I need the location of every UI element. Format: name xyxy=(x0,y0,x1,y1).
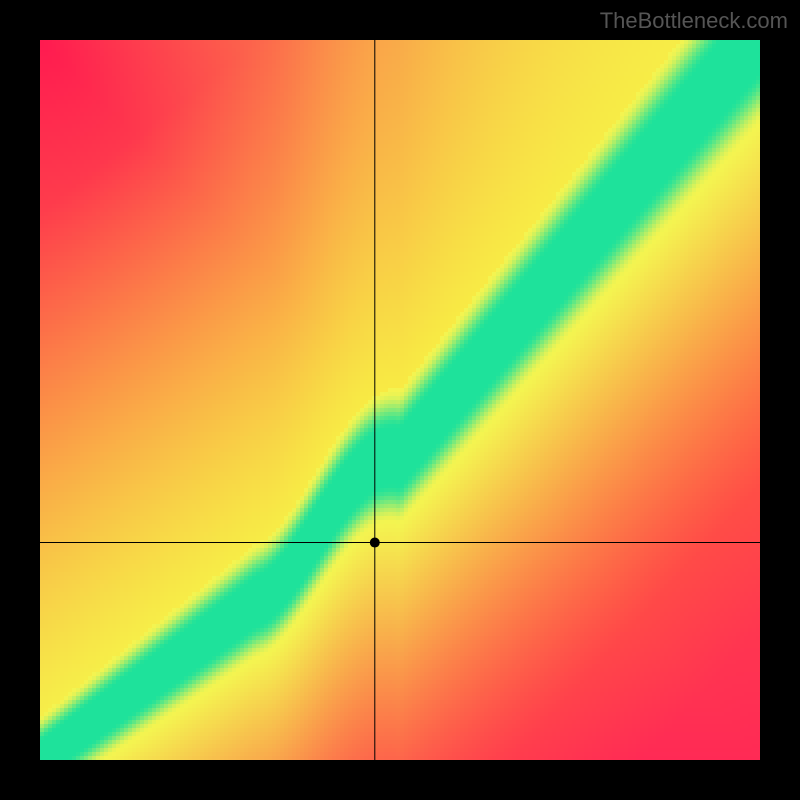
watermark-text: TheBottleneck.com xyxy=(600,8,788,34)
heatmap-canvas xyxy=(40,40,760,760)
chart-area xyxy=(40,40,760,760)
